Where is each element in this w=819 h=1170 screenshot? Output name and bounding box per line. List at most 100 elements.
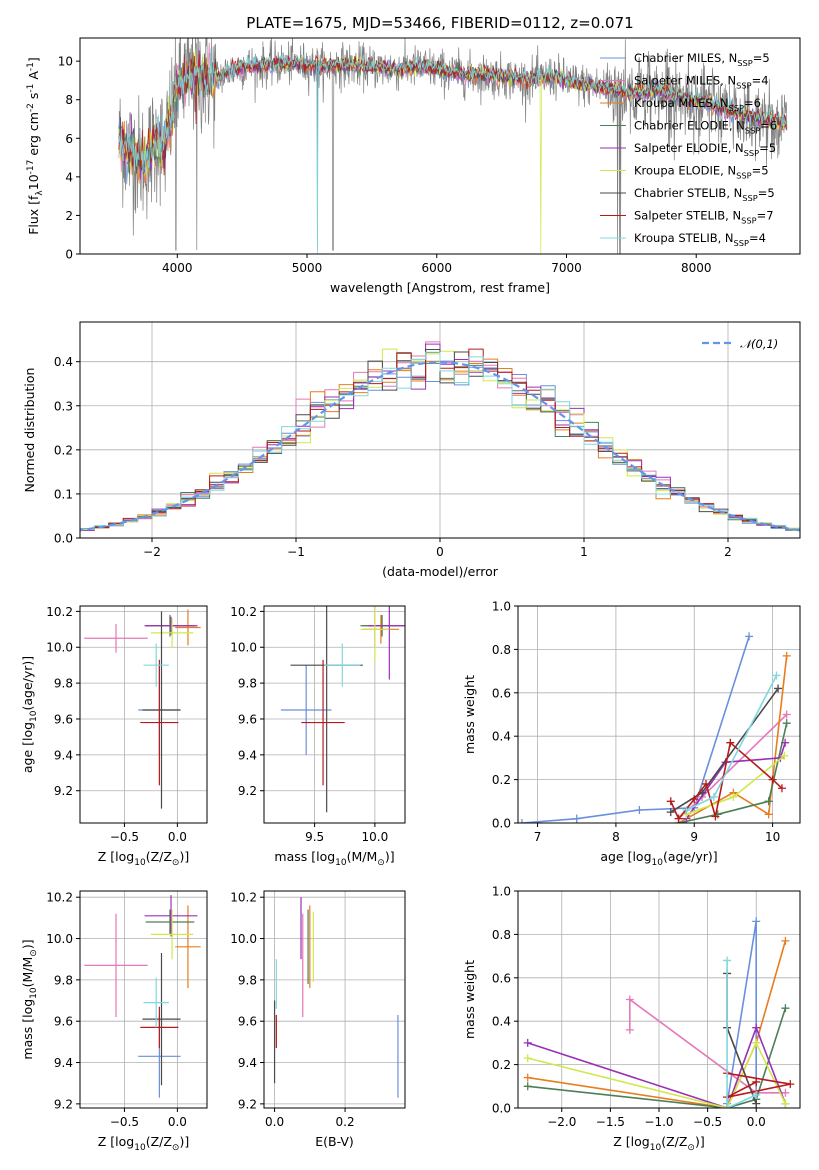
weight-marker: [768, 775, 777, 784]
y-tick-label: 9.4: [54, 748, 73, 762]
y-tick-label: 9.4: [238, 748, 257, 762]
x-tick-label: 0.0: [747, 1115, 766, 1129]
x-tick-label: −0.5: [110, 830, 139, 844]
plot-area: [84, 609, 201, 809]
y-tick-label: 9.8: [54, 973, 73, 987]
y-tick-label: 10.2: [46, 605, 73, 619]
weight-marker: [625, 995, 634, 1004]
y-tick-label: 9.6: [238, 712, 257, 726]
errorbar-point: [175, 905, 201, 989]
errorbar-point: [142, 611, 181, 809]
y-tick-label: 0.4: [492, 730, 511, 744]
weight-line: [685, 742, 786, 820]
weight-marker: [781, 936, 790, 945]
weight-line: [527, 940, 787, 1108]
y-tick-label: 0.6: [492, 971, 511, 985]
y-tick-label: 10.0: [230, 641, 257, 655]
y-tick-label: 4: [65, 170, 73, 184]
weight-marker: [682, 805, 691, 814]
legend-label: Kroupa MILES, NSSP=6: [634, 96, 761, 113]
y-axis-label: mass [log10(M/M⊙)]: [20, 939, 39, 1059]
weight-marker: [723, 956, 732, 965]
axes-weight-vs-Z: −2.0 −1.5 −1.0 −0.5 0.0 0.0 0.2 0.4 0.6 0.8 1.0 Z […: [462, 885, 801, 1153]
weight-marker: [702, 779, 710, 788]
weight-marker: [745, 632, 754, 641]
weight-marker: [666, 808, 675, 817]
y-tick-label: 0.2: [492, 1058, 511, 1072]
errorbar-point: [145, 909, 195, 935]
y-tick-label: 1.0: [492, 600, 511, 614]
axes-frame: [263, 890, 406, 1109]
weight-marker: [709, 792, 718, 801]
errorbar-point: [150, 909, 194, 960]
errorbar-point: [140, 1006, 179, 1049]
weight-line: [678, 723, 788, 823]
weight-marker: [690, 795, 699, 804]
x-tick-label: 10.0: [362, 830, 389, 844]
x-tick-label: −2.0: [547, 1115, 576, 1129]
errorbar-point: [280, 665, 332, 755]
weight-marker: [523, 1054, 532, 1063]
weight-marker: [572, 814, 581, 823]
x-tick-label: 4000: [162, 261, 193, 275]
x-axis-label: wavelength [Angstrom, rest frame]: [330, 280, 550, 295]
y-tick-label: 10.0: [46, 932, 73, 946]
legend: Chabrier MILES, NSSP=5 Salpeter MILES, NS…: [600, 51, 777, 248]
axes-residuals: −2 −1 0 1 2 0.0 0.1 0.2 0.3 0.4 (data-model)/error…: [22, 321, 801, 579]
axes-frame: [79, 605, 208, 824]
weight-line: [726, 960, 757, 1108]
x-tick-label: −0.5: [110, 1115, 139, 1129]
errorbar-point: [84, 623, 148, 653]
axes-frame: [79, 37, 801, 255]
plot-area: [84, 895, 201, 1098]
axes-mass-vs-Z: −0.5 0.0 9.2 9.4 9.6 9.8 10.0 10.2 Z [log10(Z/Z⊙…: [20, 890, 208, 1153]
weight-line: [527, 1007, 787, 1108]
y-axis-label: mass weight: [462, 960, 477, 1039]
legend-label: Salpeter MILES, NSSP=4: [634, 74, 769, 91]
weight-marker: [752, 1090, 761, 1099]
weight-marker: [523, 1082, 532, 1091]
y-tick-label: 9.6: [54, 1015, 73, 1029]
x-axis-label: Z [log10(Z/Z⊙)]: [98, 849, 189, 868]
legend-label: Kroupa ELODIE, NSSP=5: [634, 164, 769, 181]
weight-marker: [752, 1099, 761, 1108]
errorbar-point: [360, 606, 390, 662]
y-tick-label: 0.2: [54, 443, 73, 457]
y-tick-label: 10.2: [230, 891, 257, 905]
y-tick-label: 0.8: [492, 928, 511, 942]
errorbar-point: [301, 659, 345, 786]
axes-weight-vs-age: 7 8 9 10 0.0 0.2 0.4 0.6 0.8 1.0 age [log10(age/yr…: [462, 600, 801, 868]
y-tick-label: 9.6: [238, 1015, 257, 1029]
y-tick-label: 10.2: [46, 891, 73, 905]
y-tick-label: 6: [65, 132, 73, 146]
weight-marker: [674, 814, 683, 823]
y-tick-label: 0.8: [492, 643, 511, 657]
legend-label: Chabrier STELIB, NSSP=5: [634, 186, 775, 203]
x-axis-label: Z [log10(Z/Z⊙)]: [98, 1134, 189, 1153]
y-tick-label: 10.0: [46, 641, 73, 655]
weight-marker: [752, 1023, 761, 1032]
legend-label: Kroupa STELIB, NSSP=4: [634, 231, 766, 248]
errorbar-point: [143, 977, 169, 1028]
x-tick-label: 9.5: [305, 830, 324, 844]
plot-area: [280, 606, 405, 813]
plot-area: [273, 897, 399, 1098]
y-tick-label: 9.2: [238, 784, 257, 798]
y-tick-label: 9.8: [238, 973, 257, 987]
x-tick-label: 7000: [551, 261, 582, 275]
x-tick-label: 7: [534, 830, 542, 844]
weight-marker: [752, 1077, 761, 1086]
x-axis-label: E(B-V): [315, 1134, 354, 1149]
weight-marker: [781, 1088, 790, 1097]
x-tick-label: 2: [724, 545, 732, 559]
weight-marker: [780, 751, 789, 760]
x-axis-label: mass [log10(M/M⊙)]: [274, 849, 394, 868]
x-tick-label: 0.0: [168, 830, 187, 844]
errorbar-point: [144, 616, 198, 635]
weight-line: [629, 997, 786, 1094]
y-tick-label: 0.4: [54, 355, 73, 369]
weight-marker: [781, 1099, 790, 1108]
y-axis-label: Normed distribution: [22, 368, 37, 493]
plot-area: [518, 632, 791, 823]
